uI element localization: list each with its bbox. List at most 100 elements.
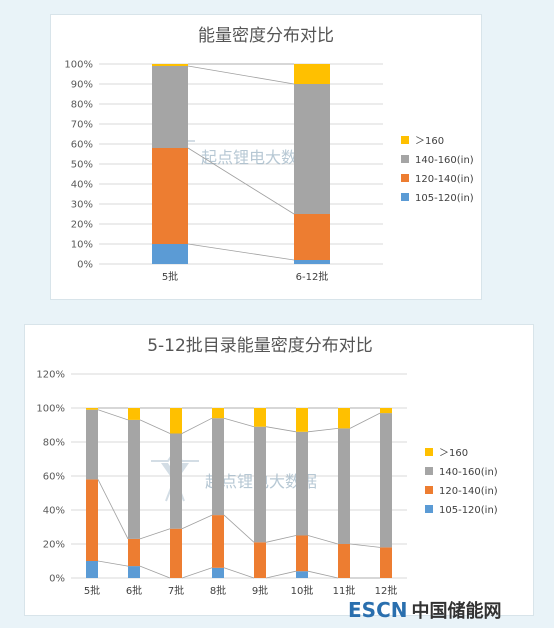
series-line	[139, 419, 171, 434]
bar-segment-140-160	[86, 409, 98, 480]
bar-segment-120-140	[296, 535, 308, 572]
x-category-label: 6-12批	[296, 270, 329, 283]
series-line	[181, 514, 213, 530]
series-line	[265, 535, 297, 543]
y-tick-label: 40%	[71, 180, 93, 191]
x-category-label: 11批	[333, 584, 356, 597]
y-tick-label: 50%	[71, 160, 93, 171]
y-tick-label: 100%	[36, 404, 65, 415]
y-tick-label: 0%	[77, 260, 93, 271]
bar-segment-gt160	[294, 64, 330, 84]
x-category-label: 9批	[252, 584, 268, 597]
series-line	[349, 412, 381, 429]
brand-logo: ESCN 中国储能网	[348, 595, 501, 625]
bar-segment-140-160	[212, 418, 224, 516]
x-category-label: 5批	[162, 270, 178, 283]
legend-label: 140-160(in)	[439, 467, 498, 478]
bar-segment-gt160	[254, 408, 266, 427]
legend-label: 105-120(in)	[439, 505, 498, 516]
y-tick-label: 20%	[43, 540, 65, 551]
bar-segment-120-140	[152, 148, 188, 244]
series-line	[181, 417, 213, 434]
series-line	[307, 535, 339, 545]
chart-2: 5-12批目录能量密度分布对比 0%20%40%60%80%100%120% 起…	[36, 336, 498, 597]
bar-segment-105-120	[128, 566, 140, 578]
bar-segment-140-160	[128, 419, 140, 539]
bar-segment-140-160	[380, 413, 392, 548]
x-category-label: 12批	[375, 584, 398, 597]
bar-segment-140-160	[152, 66, 188, 148]
bar-segment-gt160	[152, 64, 188, 66]
series-line	[139, 528, 171, 540]
series-line	[97, 560, 129, 567]
brand-logo-latin: ESCN	[348, 598, 408, 622]
legend-swatch	[425, 467, 433, 475]
series-line	[307, 428, 339, 433]
series-line	[187, 243, 295, 261]
legend-swatch	[425, 505, 433, 513]
y-tick-label: 60%	[71, 140, 93, 151]
series-line	[265, 426, 297, 433]
bar-segment-120-140	[254, 542, 266, 578]
bar-segment-gt160	[338, 408, 350, 429]
bar-segment-120-140	[212, 515, 224, 568]
bar-segment-140-160	[170, 433, 182, 529]
series-line	[223, 514, 255, 543]
bar-segment-140-160	[296, 431, 308, 536]
bar-segment-105-120	[296, 571, 308, 578]
bar-segment-gt160	[170, 408, 182, 434]
series-line	[307, 570, 339, 579]
legend-swatch	[425, 448, 433, 456]
series-line	[223, 417, 255, 428]
series-line	[97, 409, 129, 421]
series-line	[187, 65, 295, 85]
series-line	[187, 147, 295, 215]
chart-1-title: 能量密度分布对比	[198, 26, 334, 46]
chart-2-title: 5-12批目录能量密度分布对比	[147, 336, 373, 356]
bar-segment-gt160	[212, 408, 224, 419]
legend-label: ＞160	[439, 448, 468, 459]
legend-swatch	[401, 193, 409, 201]
legend-label: 120-140(in)	[415, 174, 474, 185]
bar-segment-120-140	[380, 547, 392, 578]
series-line	[97, 479, 129, 540]
bar-segment-120-140	[128, 538, 140, 567]
bar-segment-105-120	[152, 244, 188, 264]
bar-segment-140-160	[254, 426, 266, 543]
x-category-label: 6批	[126, 584, 142, 597]
bar-segment-140-160	[338, 428, 350, 544]
chart-1: 能量密度分布对比 0% 10% 20% 30% 40% 50% 60% 70% 80% 90% 10…	[64, 26, 474, 283]
legend-label: ＞160	[415, 136, 444, 147]
legend-label: 120-140(in)	[439, 486, 498, 497]
y-tick-label: 80%	[43, 438, 65, 449]
x-category-label: 7批	[168, 584, 184, 597]
y-tick-label: 60%	[43, 472, 65, 483]
bar-segment-gt160	[296, 408, 308, 432]
bar-segment-120-140	[170, 528, 182, 578]
chart-panel-1: 能量密度分布对比 0% 10% 20% 30% 40% 50% 60% 70% 80% 90% 10…	[50, 14, 482, 300]
y-tick-label: 100%	[64, 60, 93, 71]
x-category-label: 10批	[291, 584, 314, 597]
bar-segment-gt160	[86, 408, 98, 410]
bar-segment-120-140	[294, 214, 330, 260]
brand-logo-chinese: 中国储能网	[411, 601, 502, 622]
series-line	[181, 567, 213, 579]
x-category-label: 8批	[210, 584, 226, 597]
y-tick-label: 90%	[71, 80, 93, 91]
y-tick-label: 20%	[71, 220, 93, 231]
legend-swatch	[401, 174, 409, 182]
legend-label: 105-120(in)	[415, 193, 474, 204]
bar-segment-120-140	[338, 544, 350, 578]
legend-swatch	[425, 486, 433, 494]
bar-segment-140-160	[294, 84, 330, 214]
x-category-label: 5批	[84, 584, 100, 597]
y-tick-label: 10%	[71, 240, 93, 251]
y-tick-label: 30%	[71, 200, 93, 211]
bar-segment-105-120	[212, 567, 224, 578]
bar-segment-120-140	[86, 479, 98, 561]
bar-segment-105-120	[294, 260, 330, 264]
y-tick-label: 40%	[43, 506, 65, 517]
chart-panel-2: 5-12批目录能量密度分布对比 0%20%40%60%80%100%120% 起…	[24, 324, 534, 616]
series-line	[139, 565, 171, 579]
bar-segment-gt160	[380, 408, 392, 414]
